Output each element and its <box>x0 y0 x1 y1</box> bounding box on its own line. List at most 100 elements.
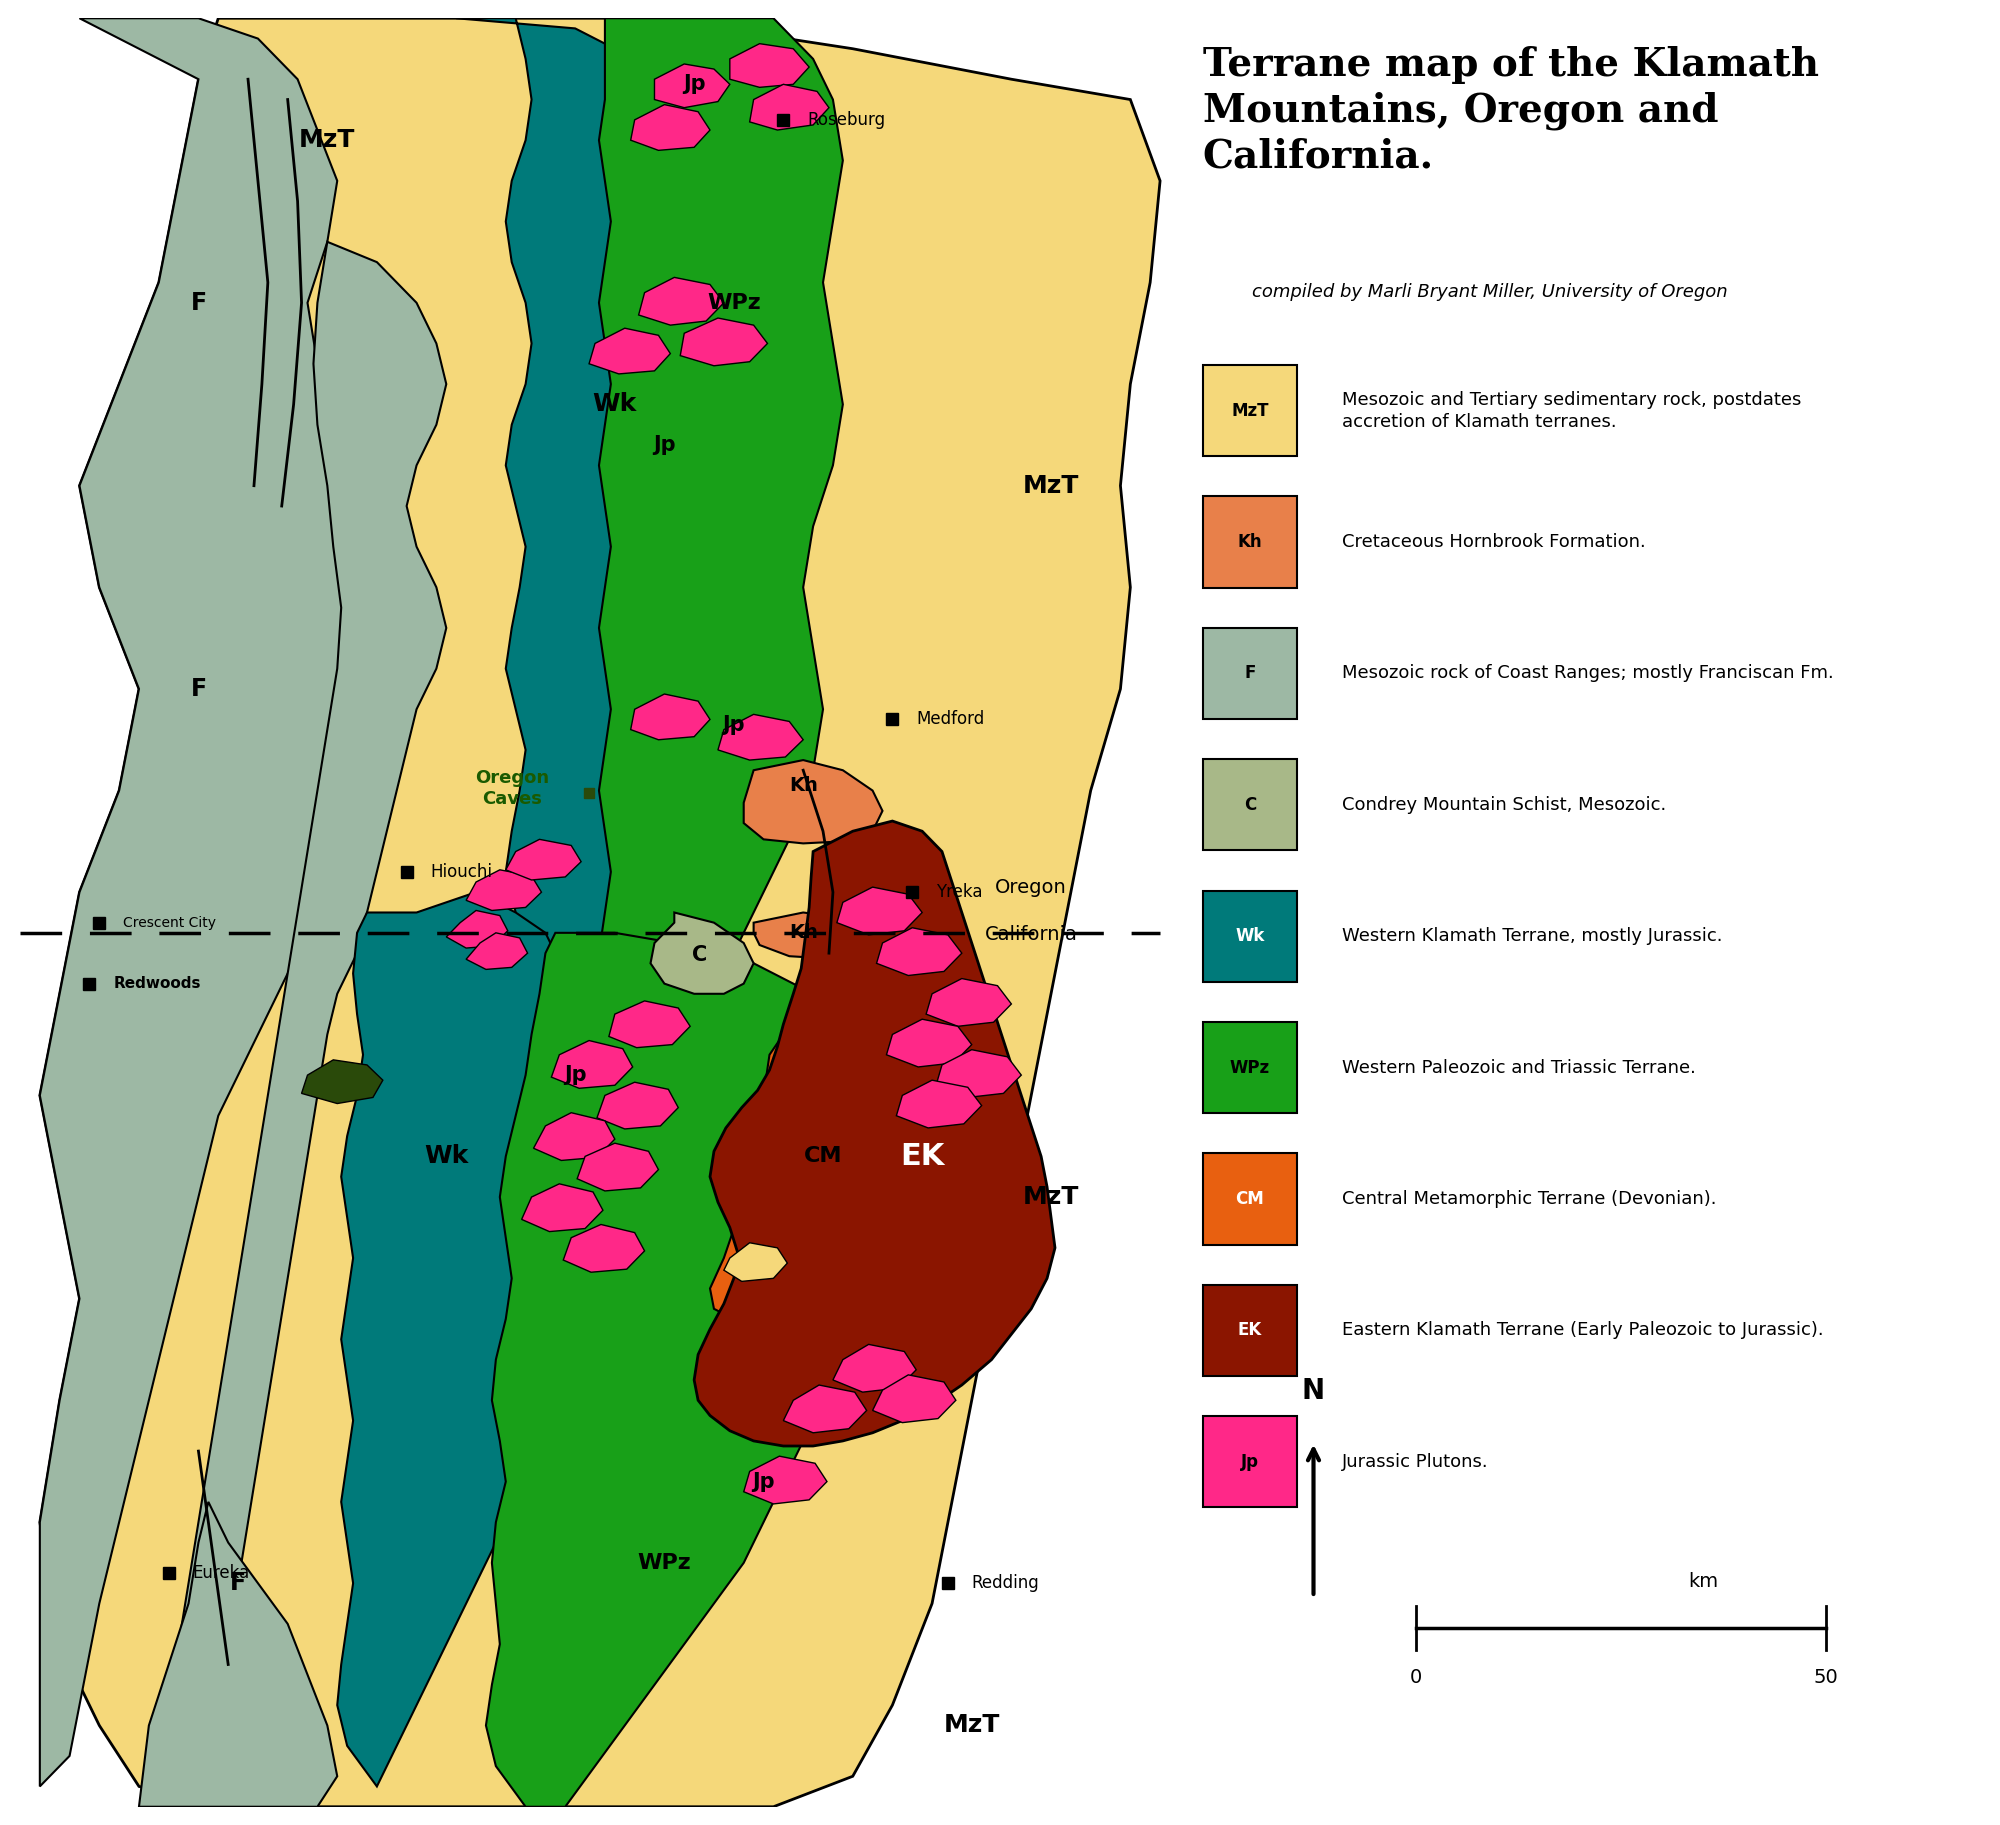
Text: Condrey Mountain Schist, Mesozoic.: Condrey Mountain Schist, Mesozoic. <box>1342 796 1666 814</box>
Text: 0: 0 <box>1410 1668 1422 1686</box>
Polygon shape <box>718 714 804 759</box>
Text: F: F <box>1244 664 1256 683</box>
Text: Redding: Redding <box>972 1575 1040 1591</box>
Polygon shape <box>590 328 670 374</box>
FancyBboxPatch shape <box>1202 891 1298 982</box>
Text: Yreka: Yreka <box>936 883 982 902</box>
Text: Wk: Wk <box>424 1144 468 1168</box>
Text: Hiouchi: Hiouchi <box>430 863 492 881</box>
Polygon shape <box>754 912 862 958</box>
FancyBboxPatch shape <box>1202 1285 1298 1376</box>
Polygon shape <box>638 277 724 325</box>
Polygon shape <box>578 1142 658 1192</box>
Text: Western Klamath Terrane, mostly Jurassic.: Western Klamath Terrane, mostly Jurassic… <box>1342 927 1722 945</box>
Text: Kh: Kh <box>788 923 818 942</box>
Polygon shape <box>750 84 828 130</box>
Polygon shape <box>744 1456 826 1504</box>
Text: km: km <box>1688 1573 1718 1591</box>
Text: WPz: WPz <box>638 1553 692 1573</box>
Text: 50: 50 <box>1814 1668 1838 1686</box>
FancyBboxPatch shape <box>1202 759 1298 850</box>
Polygon shape <box>710 1024 912 1319</box>
Text: Jp: Jp <box>722 715 746 734</box>
Polygon shape <box>40 18 366 1787</box>
Text: Jp: Jp <box>654 434 676 454</box>
Text: Kh: Kh <box>1238 533 1262 551</box>
Text: EK: EK <box>1238 1321 1262 1340</box>
Text: Western Paleozoic and Triassic Terrane.: Western Paleozoic and Triassic Terrane. <box>1342 1058 1696 1077</box>
Polygon shape <box>886 1018 972 1068</box>
Text: MzT: MzT <box>1022 474 1080 498</box>
Text: Terrane map of the Klamath
Mountains, Oregon and
California.: Terrane map of the Klamath Mountains, Or… <box>1202 46 1818 175</box>
Text: CM: CM <box>1236 1190 1264 1208</box>
Text: Central Metamorphic Terrane (Devonian).: Central Metamorphic Terrane (Devonian). <box>1342 1190 1716 1208</box>
Polygon shape <box>466 933 528 969</box>
Text: Jp: Jp <box>682 75 706 95</box>
FancyBboxPatch shape <box>1202 365 1298 456</box>
Text: EK: EK <box>900 1142 944 1172</box>
Text: Crescent City: Crescent City <box>124 916 216 929</box>
Text: Jp: Jp <box>752 1471 774 1491</box>
Polygon shape <box>784 1385 866 1433</box>
Polygon shape <box>552 1040 632 1088</box>
Text: N: N <box>1302 1378 1326 1405</box>
Text: compiled by Marli Bryant Miller, University of Oregon: compiled by Marli Bryant Miller, Univers… <box>1252 283 1728 301</box>
Polygon shape <box>608 1000 690 1048</box>
Text: Redwoods: Redwoods <box>114 976 200 991</box>
Text: Wk: Wk <box>1236 927 1264 945</box>
FancyBboxPatch shape <box>1202 1153 1298 1245</box>
Polygon shape <box>138 1502 338 1807</box>
Text: California: California <box>984 925 1078 944</box>
Text: Jp: Jp <box>564 1066 586 1086</box>
Text: WPz: WPz <box>706 292 760 312</box>
Polygon shape <box>168 243 446 1747</box>
Text: MzT: MzT <box>1022 1184 1080 1208</box>
Polygon shape <box>744 759 882 843</box>
Polygon shape <box>650 912 754 995</box>
Text: MzT: MzT <box>300 128 356 151</box>
Polygon shape <box>40 18 1160 1807</box>
Text: F: F <box>190 677 206 701</box>
FancyBboxPatch shape <box>1202 1416 1298 1507</box>
Polygon shape <box>506 840 582 880</box>
Polygon shape <box>832 1345 916 1392</box>
Text: Mesozoic rock of Coast Ranges; mostly Franciscan Fm.: Mesozoic rock of Coast Ranges; mostly Fr… <box>1342 664 1834 683</box>
Text: Wk: Wk <box>592 392 636 416</box>
Polygon shape <box>730 44 810 88</box>
Text: Jurassic Plutons.: Jurassic Plutons. <box>1342 1453 1488 1471</box>
Polygon shape <box>936 1049 1022 1097</box>
Polygon shape <box>836 887 922 934</box>
Polygon shape <box>456 18 734 973</box>
Polygon shape <box>338 892 576 1787</box>
Polygon shape <box>630 104 710 150</box>
Polygon shape <box>654 64 730 108</box>
Text: Kh: Kh <box>788 776 818 796</box>
Text: Cretaceous Hornbrook Formation.: Cretaceous Hornbrook Formation. <box>1342 533 1646 551</box>
Text: MzT: MzT <box>1232 402 1268 420</box>
Text: Oregon: Oregon <box>996 878 1068 896</box>
Polygon shape <box>724 1243 788 1281</box>
Polygon shape <box>630 694 710 739</box>
Polygon shape <box>694 821 1056 1445</box>
Text: Eastern Klamath Terrane (Early Paleozoic to Jurassic).: Eastern Klamath Terrane (Early Paleozoic… <box>1342 1321 1824 1340</box>
Text: Eureka: Eureka <box>192 1564 250 1582</box>
Polygon shape <box>596 1082 678 1130</box>
Polygon shape <box>302 1060 382 1104</box>
FancyBboxPatch shape <box>1202 1022 1298 1113</box>
Polygon shape <box>564 1225 644 1272</box>
Text: C: C <box>692 945 708 965</box>
Polygon shape <box>446 911 508 947</box>
Text: Medford: Medford <box>916 710 984 728</box>
FancyBboxPatch shape <box>1202 628 1298 719</box>
Polygon shape <box>598 18 842 1055</box>
Text: C: C <box>1244 796 1256 814</box>
Text: CM: CM <box>804 1146 842 1166</box>
Text: F: F <box>230 1571 246 1595</box>
Polygon shape <box>926 978 1012 1026</box>
Polygon shape <box>896 1080 982 1128</box>
Text: Oregon
Caves: Oregon Caves <box>474 768 548 808</box>
Text: Jp: Jp <box>1240 1453 1258 1471</box>
Text: F: F <box>190 290 206 314</box>
Text: MzT: MzT <box>944 1714 1000 1737</box>
Polygon shape <box>680 318 768 365</box>
